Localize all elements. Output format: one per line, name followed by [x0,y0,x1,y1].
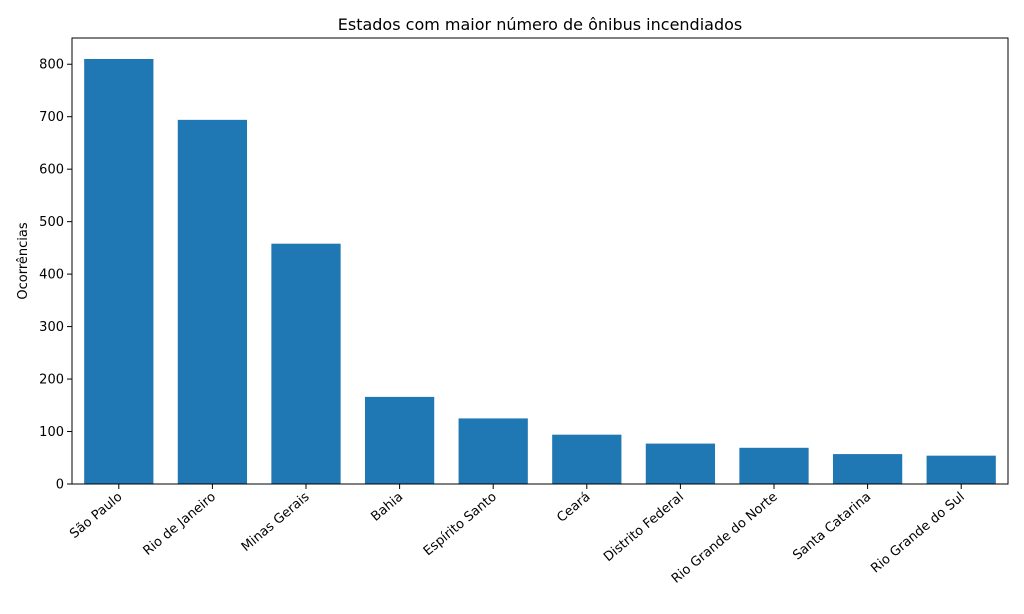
y-tick-label: 0 [56,478,64,493]
plot-frame [71,37,1009,485]
x-tick-label: Distrito Federal [601,490,687,565]
bar [739,447,809,484]
chart-title: Estados com maior número de ônibus incen… [338,15,742,34]
x-tick-label: Espírito Santo [421,490,500,560]
bar [832,454,903,484]
y-tick-label: 400 [39,268,64,283]
bar [926,455,996,484]
bar [84,58,154,485]
bar [271,243,341,484]
bar [364,396,435,484]
x-tick-label: Santa Catarina [790,490,874,564]
bar [552,434,622,484]
x-tick-label: Rio Grande do Sul [868,490,967,577]
x-tick-label: Rio Grande do Norte [669,490,781,587]
y-tick-label: 200 [39,373,64,388]
bar [645,443,716,484]
x-tick-label: Minas Gerais [239,489,313,554]
x-tick-label: Ceará [554,490,593,526]
y-axis-label: Ocorrências [16,222,31,299]
bar [177,119,248,484]
x-tick-label: Rio de Janeiro [141,490,219,559]
bars-group [84,58,996,485]
x-ticks-group: São Paulo Rio de Janeiro Minas Gerais Bahia… [67,484,968,587]
y-tick-label: 800 [39,58,64,73]
y-tick-label: 300 [39,320,64,335]
y-tick-label: 500 [39,215,64,230]
y-tick-label: 700 [39,110,64,125]
y-tick-label: 100 [39,425,64,440]
x-tick-label: Bahia [368,490,406,525]
x-tick-label: São Paulo [67,490,125,542]
y-tick-label: 600 [39,163,64,178]
bar [458,418,528,484]
y-ticks-group: 0 100 200 300 400 500 600 700 800 [39,58,72,493]
